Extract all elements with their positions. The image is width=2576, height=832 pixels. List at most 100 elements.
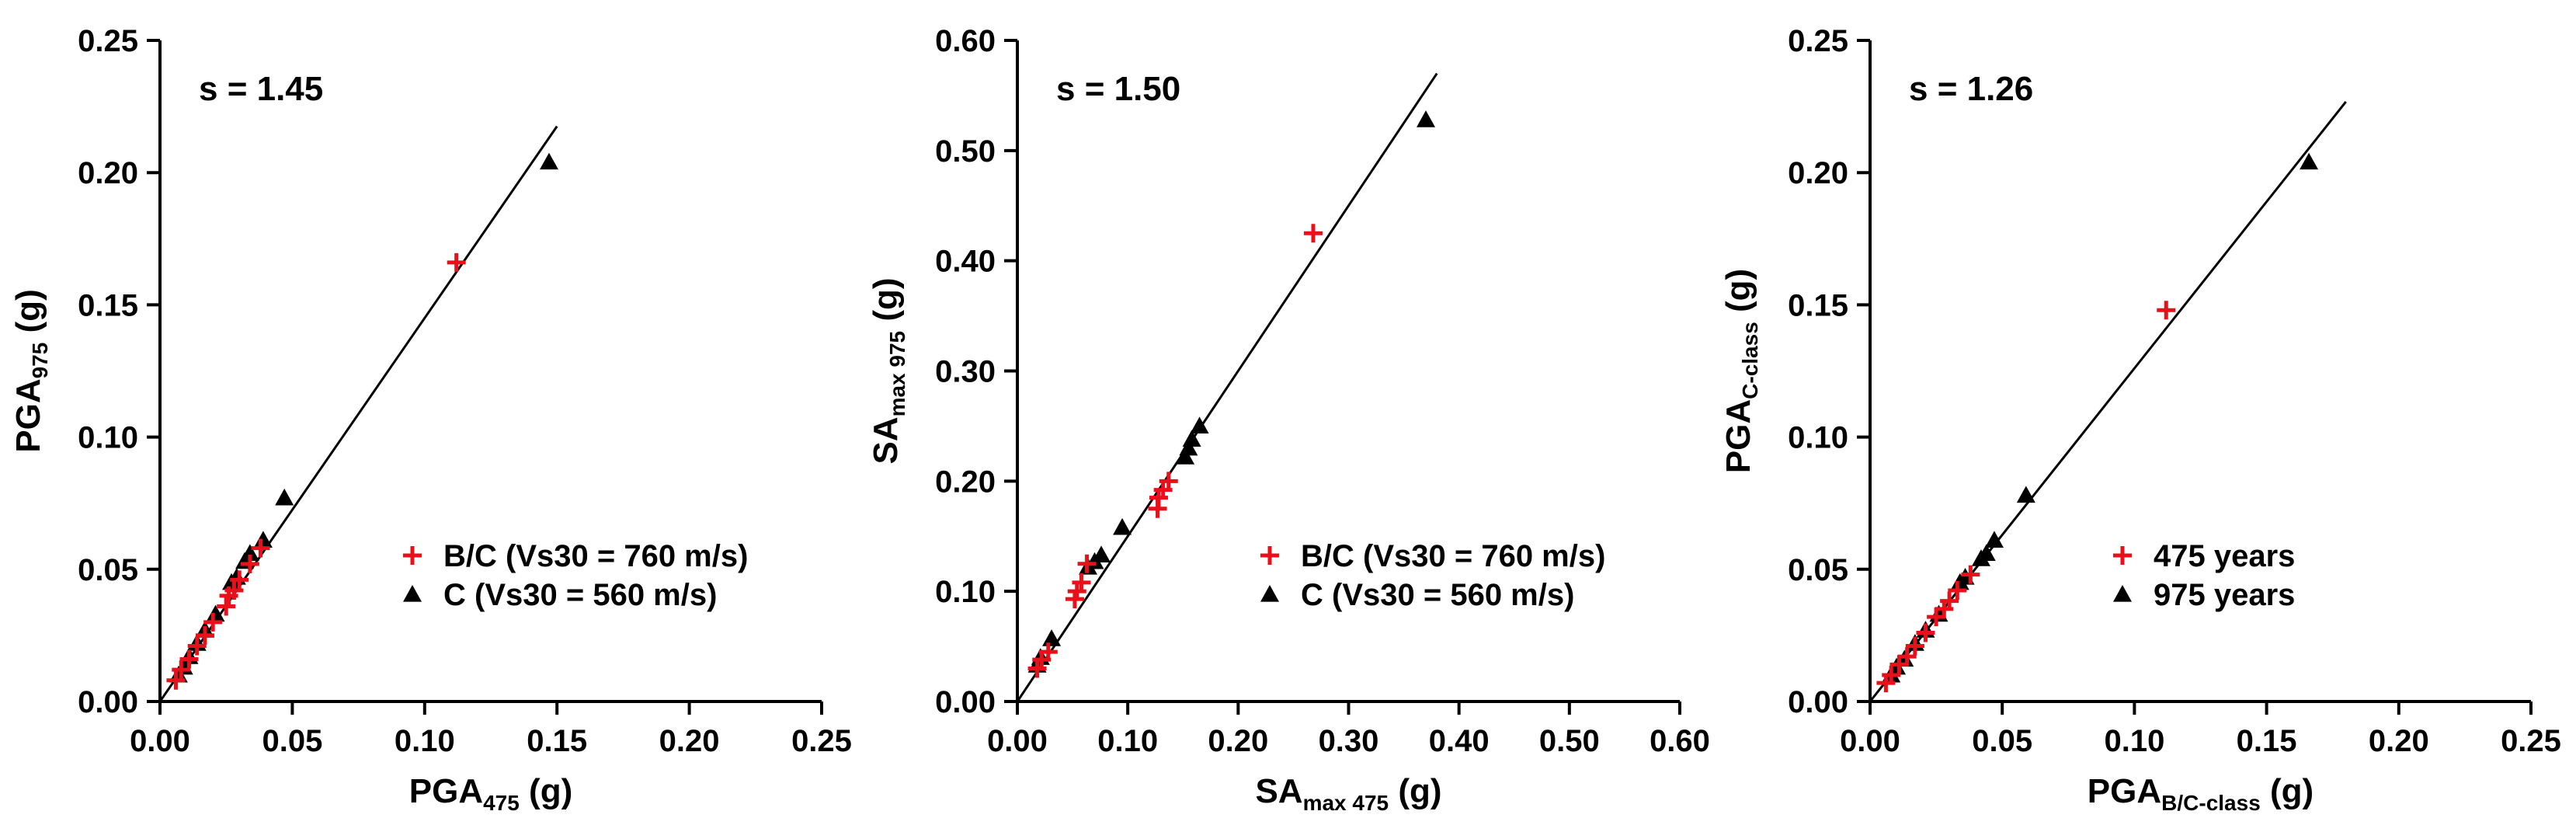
data-point-plus	[203, 612, 223, 632]
x-tick-label: 0.25	[791, 724, 852, 758]
legend-label: C (Vs30 = 560 m/s)	[1301, 578, 1574, 612]
x-axis-title: PGA475 (g)	[409, 772, 572, 815]
data-point-plus	[219, 586, 238, 605]
legend-marker-plus	[1260, 546, 1279, 565]
data-point-plus	[1065, 590, 1084, 609]
series-1	[166, 252, 466, 690]
data-point-plus	[1889, 655, 1909, 674]
data-point-triangle	[2016, 486, 2035, 503]
legend-marker-triangle	[1260, 585, 1279, 602]
regression-line	[1016, 72, 1438, 702]
data-point-plus	[447, 252, 466, 272]
chart-panel-2: 0.00 0.10 0.20 0.30 0.40 0.50 0.60 0.00 0.10 0.20…	[867, 24, 1710, 815]
y-axis-title: SAmax 975 (g)	[867, 277, 909, 464]
y-tick-label: 0.15	[1788, 288, 1848, 322]
data-point-triangle	[1042, 629, 1062, 646]
y-tick-label: 0.20	[935, 465, 996, 499]
data-point-triangle	[1190, 416, 1209, 434]
data-point-triangle	[1113, 517, 1132, 535]
data-point-plus	[179, 649, 199, 669]
y-tick-label: 0.25	[1788, 24, 1848, 58]
x-tick-label: 0.00	[987, 724, 1048, 758]
x-tick-label: 0.15	[2237, 724, 2297, 758]
y-tick-label: 0.10	[78, 421, 138, 455]
x-axis-title-unit: (g)	[2261, 772, 2314, 810]
data-point-plus	[2157, 301, 2176, 320]
y-tick-label: 0.00	[1788, 685, 1848, 719]
scale-factor-label: s = 1.50	[1056, 70, 1180, 108]
x-axis-title-subscript: B/C-class	[2161, 791, 2261, 815]
y-tick-label: 0.40	[935, 245, 996, 279]
data-point-plus	[172, 660, 191, 680]
x-axis-title-subscript: 475	[483, 791, 520, 815]
x-axis-title-unit: (g)	[1389, 772, 1441, 810]
data-point-plus	[166, 670, 186, 690]
data-point-triangle	[253, 531, 273, 548]
data-point-plus	[1077, 554, 1097, 573]
x-tick-label: 0.00	[130, 724, 190, 758]
legend-marker-triangle	[403, 585, 422, 602]
legend-marker-plus	[2113, 546, 2132, 565]
data-point-triangle	[1176, 447, 1195, 465]
x-axis-title: PGAB/C-class (g)	[2088, 772, 2314, 815]
x-tick-label: 0.50	[1539, 724, 1600, 758]
data-point-triangle	[1984, 531, 2004, 548]
y-tick-label: 0.10	[1788, 421, 1848, 455]
scale-factor-label: s = 1.45	[199, 70, 323, 108]
legend-label: B/C (Vs30 = 760 m/s)	[1301, 539, 1605, 573]
legend-label: 475 years	[2154, 539, 2295, 573]
x-tick-label: 0.15	[527, 724, 587, 758]
series-1	[1027, 224, 1323, 678]
data-point-triangle	[206, 604, 225, 622]
data-point-plus	[1905, 636, 1924, 656]
x-axis-title-main: PGA	[409, 772, 483, 810]
legend: B/C (Vs30 = 760 m/s) C (Vs30 = 560 m/s)	[1260, 539, 1605, 612]
legend-marker-triangle	[2113, 585, 2132, 602]
y-tick-label: 0.00	[935, 685, 996, 719]
y-tick-label: 0.10	[935, 575, 996, 609]
x-axis-title-main: PGA	[2088, 772, 2161, 810]
x-tick-label: 0.00	[1840, 724, 1900, 758]
data-point-triangle	[2300, 152, 2319, 170]
y-axis-title-subscript: 975	[28, 343, 52, 379]
data-point-plus	[217, 597, 236, 616]
y-tick-label: 0.20	[78, 156, 138, 190]
y-tick-label: 0.25	[78, 24, 138, 58]
legend-marker-plus	[403, 546, 422, 565]
y-axis-title-unit: (g)	[1719, 269, 1757, 322]
data-point-plus	[195, 625, 214, 645]
chart-panel-3: 0.00 0.05 0.10 0.15 0.20 0.25 0.00 0.05 0.10 0.15…	[1719, 24, 2561, 815]
x-tick-label: 0.10	[1097, 724, 1158, 758]
y-tick-label: 0.15	[78, 288, 138, 322]
x-axis-title-subscript: max 475	[1303, 791, 1389, 815]
scale-factor-label: s = 1.26	[1909, 70, 2033, 108]
x-tick-label: 0.10	[2104, 724, 2164, 758]
x-tick-label: 0.10	[395, 724, 455, 758]
data-point-plus	[230, 570, 249, 590]
legend: B/C (Vs30 = 760 m/s) C (Vs30 = 560 m/s)	[403, 539, 748, 612]
x-axis-title-unit: (g)	[520, 772, 572, 810]
x-tick-label: 0.25	[2501, 724, 2561, 758]
y-axis-title-main: PGA	[1719, 399, 1757, 473]
x-tick-label: 0.20	[659, 724, 720, 758]
data-point-plus	[1948, 581, 1967, 601]
y-tick-label: 0.05	[78, 553, 138, 587]
x-tick-label: 0.60	[1650, 724, 1710, 758]
data-point-plus	[187, 636, 207, 656]
y-tick-label: 0.30	[935, 355, 996, 389]
y-axis-title: PGAC-class (g)	[1719, 269, 1762, 473]
data-point-triangle	[539, 152, 558, 170]
x-axis-title: SAmax 475 (g)	[1255, 772, 1441, 815]
y-axis-title: PGA975 (g)	[9, 289, 52, 452]
data-point-plus	[1876, 674, 1896, 693]
data-point-plus	[251, 538, 270, 558]
x-tick-label: 0.05	[1972, 724, 2032, 758]
y-tick-label: 0.05	[1788, 553, 1848, 587]
series-1	[1876, 301, 2176, 693]
x-tick-label: 0.30	[1319, 724, 1379, 758]
data-point-plus	[1916, 623, 1935, 642]
y-axis-title-unit: (g)	[9, 289, 47, 342]
